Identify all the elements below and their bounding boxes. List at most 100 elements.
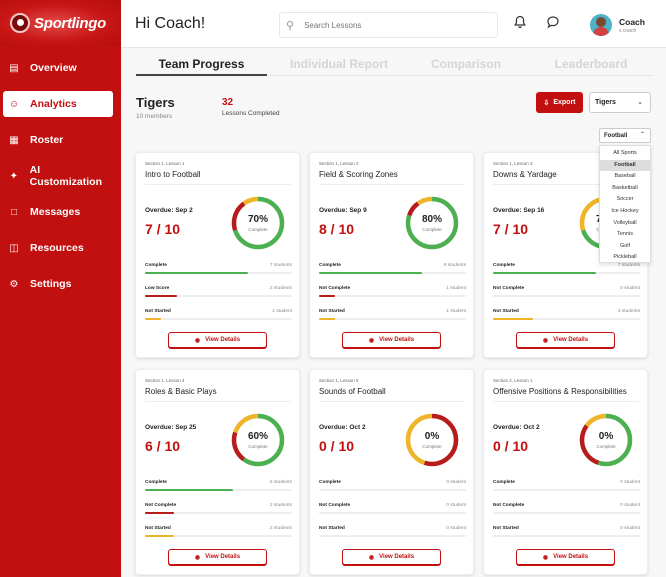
- dashboard-icon: ▤: [9, 62, 19, 74]
- stat-row: Complete 7 students: [145, 263, 292, 277]
- sport-filter-value: Football: [604, 132, 628, 139]
- sidebar-item-label: Settings: [30, 278, 72, 290]
- view-details-button[interactable]: ◉ View Details: [342, 332, 441, 348]
- tab-comparison[interactable]: Comparison: [430, 57, 501, 71]
- search-input[interactable]: [304, 20, 475, 30]
- stat-label: Complete: [493, 480, 515, 485]
- stat-count: 0 student: [446, 503, 466, 508]
- sidebar-item-resources[interactable]: ◫ Resources: [3, 235, 113, 261]
- export-button[interactable]: ⇩ Export: [536, 92, 583, 113]
- view-details-button[interactable]: ◉ View Details: [168, 332, 267, 348]
- eye-icon: ◉: [542, 337, 549, 344]
- stat-count: 6 students: [269, 480, 292, 485]
- view-details-button[interactable]: ◉ View Details: [168, 549, 267, 565]
- sport-option[interactable]: Basketball: [612, 184, 638, 191]
- stat-progress-fill: [145, 295, 178, 297]
- sidebar-item-messages[interactable]: □ Messages: [3, 199, 113, 225]
- stat-row: Not Complete 0 student: [319, 503, 466, 517]
- sidebar-item-settings[interactable]: ⚙ Settings: [3, 271, 113, 297]
- stat-count: 0 student: [620, 286, 640, 291]
- team-select-value: Tigers: [595, 99, 616, 106]
- sidebar-item-label: Overview: [30, 62, 77, 74]
- stat-progress-track: [145, 512, 292, 514]
- lesson-score: 0 / 10: [493, 438, 529, 454]
- stat-progress-fill: [319, 272, 422, 274]
- sport-option[interactable]: Soccer: [616, 196, 634, 203]
- completion-label: Complete: [422, 227, 442, 232]
- completion-label: Complete: [248, 227, 268, 232]
- sidebar: Sportlingo ▤ Overview ☺ Analytics ▦ Roster ✦ AI…: [0, 0, 121, 577]
- completion-label: Complete: [596, 444, 616, 449]
- export-label: Export: [553, 99, 576, 106]
- avatar[interactable]: [590, 14, 612, 36]
- book-icon: ◫: [9, 242, 19, 254]
- tab-bar: Team Progress Individual Report Comparis…: [136, 57, 652, 77]
- stat-label: Not Complete: [145, 503, 177, 508]
- stat-label: Complete: [319, 263, 341, 268]
- sport-option[interactable]: Golf: [619, 242, 631, 249]
- completion-ring: [405, 196, 459, 250]
- ring-segment: [405, 196, 459, 250]
- lesson-section: Section 1, Lesson 1: [145, 161, 185, 166]
- eye-icon: ◉: [368, 337, 375, 344]
- lesson-card: Section 2, Lesson 1 Offensive Positions &…: [483, 369, 648, 575]
- view-details-button[interactable]: ◉ View Details: [516, 332, 615, 348]
- sidebar-item-overview[interactable]: ▤ Overview: [3, 55, 113, 81]
- sport-option[interactable]: Baseball: [614, 173, 636, 180]
- stat-label: Not Complete: [319, 286, 351, 291]
- sport-option[interactable]: Football: [600, 159, 650, 172]
- view-details-button[interactable]: ◉ View Details: [516, 549, 615, 565]
- stat-row: Low Score 2 students: [145, 286, 292, 300]
- eye-icon: ◉: [194, 337, 201, 344]
- stat-progress-fill: [145, 489, 234, 491]
- ring-segment: [231, 413, 285, 467]
- bell-icon[interactable]: [512, 15, 528, 31]
- overdue-date: Overdue: Oct 2: [319, 424, 366, 431]
- chevron-up-icon: ⌃: [639, 132, 645, 138]
- stat-progress-track: [493, 318, 640, 320]
- stat-row: Complete 0 student: [493, 480, 640, 494]
- completion-label: Complete: [248, 444, 268, 449]
- ring-segment: [231, 413, 285, 467]
- stat-row: Complete 6 students: [145, 480, 292, 494]
- overdue-date: Overdue: Oct 2: [493, 424, 540, 431]
- stat-label: Low Score: [145, 286, 170, 291]
- gear-icon: ⚙: [9, 278, 19, 290]
- stat-label: Complete: [493, 263, 515, 268]
- search-icon: ⚲: [286, 19, 295, 32]
- sport-option[interactable]: Tennis: [617, 231, 633, 238]
- stat-progress-track: [319, 318, 466, 320]
- sidebar-item-ai-customization[interactable]: ✦ AI Customization: [3, 163, 113, 189]
- ring-segment: [579, 413, 633, 467]
- sport-option[interactable]: Volleyball: [613, 219, 637, 226]
- lesson-title: Roles & Basic Plays: [145, 387, 217, 396]
- view-details-button[interactable]: ◉ View Details: [342, 549, 441, 565]
- sidebar-item-roster[interactable]: ▦ Roster: [3, 127, 113, 153]
- lesson-section: Section 1, Lesson 2: [319, 161, 359, 166]
- chat-bubble-icon[interactable]: [545, 15, 561, 31]
- lesson-title: Intro to Football: [145, 170, 201, 179]
- sport-option[interactable]: Ice Hockey: [611, 207, 639, 214]
- stat-label: Not Started: [319, 526, 345, 531]
- eye-icon: ◉: [542, 554, 549, 561]
- divider: [145, 401, 291, 402]
- ring-segment: [579, 413, 633, 467]
- completion-ring: [579, 413, 633, 467]
- sport-filter-menu: All Sports Football Baseball Basketball Socc…: [599, 145, 651, 263]
- sport-option[interactable]: Pickleball: [613, 254, 637, 261]
- lessons-completed-label: Lessons Completed: [222, 110, 280, 117]
- tab-team-progress[interactable]: Team Progress: [158, 57, 245, 71]
- tab-individual-report[interactable]: Individual Report: [289, 57, 388, 71]
- team-select[interactable]: Tigers ⌄: [589, 92, 651, 113]
- stat-row: Not Complete 1 student: [319, 286, 466, 300]
- chat-icon: □: [10, 206, 18, 218]
- sport-option[interactable]: All Sports: [613, 150, 637, 156]
- search-box[interactable]: ⚲: [279, 12, 498, 38]
- sport-filter-select[interactable]: Football ⌃: [599, 128, 651, 143]
- stat-count: 0 student: [620, 526, 640, 531]
- sidebar-item-analytics[interactable]: ☺ Analytics: [3, 91, 113, 117]
- download-icon: ⇩: [543, 99, 550, 107]
- tab-leaderboard[interactable]: Leaderboard: [554, 57, 628, 71]
- logo[interactable]: Sportlingo: [0, 0, 121, 46]
- logo-mark-icon: [10, 13, 30, 33]
